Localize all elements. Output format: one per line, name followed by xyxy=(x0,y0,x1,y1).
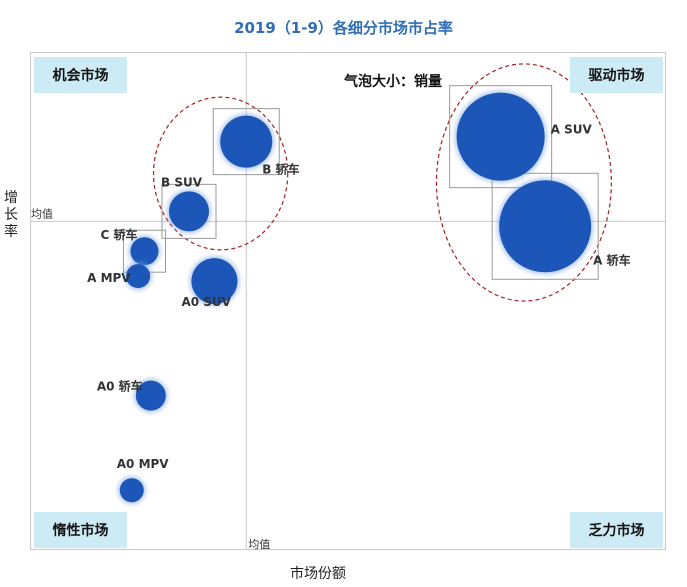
label-a-sedan: A 轿车 xyxy=(593,252,630,267)
bubble-a-suv xyxy=(456,92,545,181)
quadrant-label-inert: 惰性市场 xyxy=(34,512,127,548)
box-a-suv xyxy=(449,85,553,189)
highlight-ellipse-2 xyxy=(435,63,612,302)
bubble-a0-suv xyxy=(191,258,238,305)
x-axis-label: 市场份额 xyxy=(290,566,346,582)
plot-area xyxy=(30,52,666,550)
label-a0-sedan: A0 轿车 xyxy=(97,379,143,394)
label-a0-suv: A0 SUV xyxy=(181,295,231,309)
label-a-suv: A SUV xyxy=(551,123,593,137)
bubble-c-sedan xyxy=(130,237,159,266)
quadrant-label-weak: 乏力市场 xyxy=(570,512,663,548)
quadrant-label-opportunity: 机会市场 xyxy=(34,57,127,93)
box-b-suv xyxy=(161,183,217,239)
quadrant-label-driving: 驱动市场 xyxy=(570,57,663,93)
label-c-sedan: C 轿车 xyxy=(100,227,137,242)
bubble-b-suv xyxy=(169,191,209,232)
label-b-sedan: B 轿车 xyxy=(262,162,299,177)
bubble-a0-mpv xyxy=(119,478,144,503)
label-b-suv: B SUV xyxy=(161,175,203,189)
y-axis-label: 增长率 xyxy=(4,190,18,240)
bubble-size-note: 气泡大小：销量 xyxy=(344,74,442,90)
box-b-sedan xyxy=(212,108,280,176)
bubble-a-sedan xyxy=(499,180,592,273)
highlight-ellipse-1 xyxy=(152,96,289,251)
average-label-x: 均值 xyxy=(248,538,270,551)
bubble-b-sedan xyxy=(220,115,273,168)
bubble-a0-sedan xyxy=(135,380,166,411)
chart-title: 2019（1-9）各细分市场市占率 xyxy=(234,19,453,37)
bubble-a-mpv xyxy=(126,264,151,289)
label-a0-mpv: A0 MPV xyxy=(117,457,170,471)
average-label-y: 均值 xyxy=(31,207,53,220)
box-a-sedan xyxy=(491,172,599,280)
label-a-mpv: A MPV xyxy=(87,271,131,285)
